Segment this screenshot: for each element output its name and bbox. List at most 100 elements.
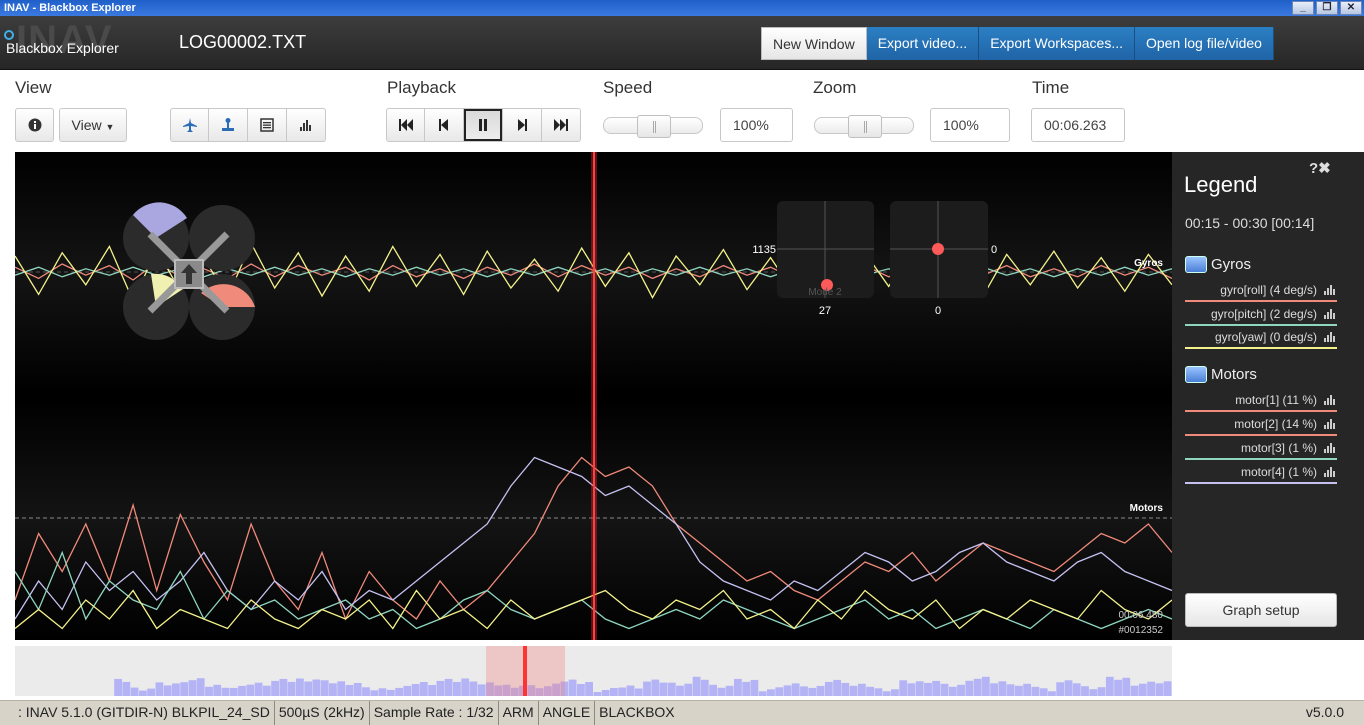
histogram-icon: [300, 120, 311, 131]
craft-view-button[interactable]: [170, 108, 209, 142]
time-overlay: 00:06.480: [1119, 610, 1164, 621]
activity-bar: [676, 685, 684, 696]
legend-item-motor1[interactable]: motor[1] (11 %): [1185, 390, 1337, 412]
heading-arrow-icon: [181, 264, 197, 284]
legend-group-motors[interactable]: Motors: [1185, 366, 1257, 383]
jump-start-button[interactable]: [386, 108, 425, 142]
export-video-button[interactable]: Export video...: [866, 27, 980, 60]
close-button[interactable]: ✕: [1340, 1, 1362, 15]
stick-display-right: [890, 201, 988, 298]
legend-help-close-icon[interactable]: ?✖: [1309, 160, 1331, 177]
status-arm: ARM: [503, 701, 539, 725]
analyser-view-button[interactable]: [287, 108, 326, 142]
log-graph[interactable]: Gyros Motors: [15, 152, 1172, 640]
seek-bar[interactable]: [15, 646, 1172, 696]
frame-overlay: #0012352: [1119, 625, 1164, 636]
histogram-icon[interactable]: [1324, 466, 1335, 477]
activity-bar: [502, 684, 511, 696]
time-input[interactable]: 00:06.263: [1031, 108, 1125, 142]
activity-bar: [246, 684, 255, 696]
speed-input[interactable]: 100%: [720, 108, 793, 142]
legend-item-gyro-yaw[interactable]: gyro[yaw] (0 deg/s): [1185, 327, 1337, 349]
info-button[interactable]: [15, 108, 54, 142]
logo-pin-icon: [4, 30, 14, 40]
legend-item-label: motor[3] (1 %): [1240, 441, 1317, 455]
group-swatch-icon: [1185, 366, 1207, 383]
sticks-view-button[interactable]: [209, 108, 248, 142]
activity-bar: [155, 682, 164, 696]
activity-bar: [560, 681, 569, 696]
activity-bar: [684, 683, 693, 696]
seek-position-marker[interactable]: [523, 646, 527, 696]
view-mode-group: [170, 108, 326, 142]
caret-down-icon: ▼: [105, 122, 115, 132]
activity-bar: [734, 678, 742, 696]
activity-bar: [585, 682, 593, 696]
table-view-button[interactable]: [248, 108, 287, 142]
zoom-input[interactable]: 100%: [930, 108, 1010, 142]
activity-bar: [932, 680, 941, 696]
zoom-slider-handle[interactable]: [848, 115, 882, 138]
maximize-button[interactable]: ❐: [1316, 1, 1338, 15]
open-log-button[interactable]: Open log file/video: [1135, 27, 1274, 60]
activity-bar: [858, 683, 866, 696]
activity-bar: [370, 690, 379, 696]
activity-bar: [1147, 681, 1155, 696]
graph-canvas: Gyros Motors: [15, 152, 1172, 640]
activity-bar: [436, 680, 445, 696]
activity-bar: [205, 686, 213, 696]
pause-button[interactable]: [464, 108, 503, 142]
histogram-icon[interactable]: [1324, 284, 1335, 295]
pause-icon: [479, 119, 487, 131]
export-workspaces-button[interactable]: Export Workspaces...: [979, 27, 1135, 60]
activity-bar: [791, 683, 800, 696]
status-firmware: : INAV 5.1.0 (GITDIR-N) BLKPIL_24_SD: [18, 701, 275, 725]
graph-setup-button[interactable]: Graph setup: [1185, 593, 1337, 627]
zoom-slider[interactable]: [814, 115, 914, 138]
activity-bar: [296, 678, 304, 696]
activity-bar: [271, 680, 279, 696]
activity-bar: [1064, 680, 1073, 696]
app-header: INAV Blackbox Explorer LOG00002.TXT New …: [0, 16, 1364, 70]
activity-bar: [395, 687, 403, 696]
speed-slider-handle[interactable]: [637, 115, 671, 138]
legend-item-motor3[interactable]: motor[3] (1 %): [1185, 438, 1337, 460]
activity-bar: [188, 680, 197, 696]
jump-end-button[interactable]: [542, 108, 581, 142]
activity-bar: [1081, 686, 1089, 696]
view-dropdown-button[interactable]: View ▼: [59, 108, 127, 142]
minimize-button[interactable]: _: [1292, 1, 1314, 15]
new-window-button[interactable]: New Window: [761, 27, 867, 60]
legend-item-label: motor[1] (11 %): [1235, 393, 1317, 407]
activity-bar: [1015, 685, 1023, 696]
time-label: Time: [1032, 78, 1070, 97]
activity-bar: [139, 690, 147, 696]
activity-bar: [1023, 683, 1031, 696]
activity-bar: [419, 682, 428, 696]
craft-diagram: [123, 202, 255, 340]
histogram-icon[interactable]: [1324, 308, 1335, 319]
log-filename: LOG00002.TXT: [179, 32, 307, 52]
histogram-icon[interactable]: [1324, 331, 1335, 342]
step-back-button[interactable]: [425, 108, 464, 142]
left-stick-position: [821, 279, 833, 291]
histogram-icon[interactable]: [1324, 394, 1335, 405]
histogram-icon[interactable]: [1324, 442, 1335, 453]
legend-item-motor2[interactable]: motor[2] (14 %): [1185, 414, 1337, 436]
legend-item-gyro-pitch[interactable]: gyro[pitch] (2 deg/s): [1185, 304, 1337, 326]
step-forward-button[interactable]: [503, 108, 542, 142]
histogram-icon[interactable]: [1324, 418, 1335, 429]
legend-group-gyros[interactable]: Gyros: [1185, 256, 1251, 273]
activity-bar: [891, 689, 899, 696]
activity-bar: [1122, 677, 1131, 696]
list-icon: [260, 118, 274, 132]
view-dropdown-label: View: [71, 117, 102, 133]
legend-item-motor4[interactable]: motor[4] (1 %): [1185, 462, 1337, 484]
logo-brand: INAV: [16, 18, 113, 62]
activity-bar: [717, 687, 726, 696]
legend-panel: ?✖ Legend 00:15 - 00:30 [00:14] Gyros gy…: [1172, 152, 1364, 640]
activity-bar: [527, 685, 536, 696]
speed-slider[interactable]: [603, 115, 703, 138]
legend-item-gyro-roll[interactable]: gyro[roll] (4 deg/s): [1185, 280, 1337, 302]
activity-bar: [180, 682, 189, 696]
